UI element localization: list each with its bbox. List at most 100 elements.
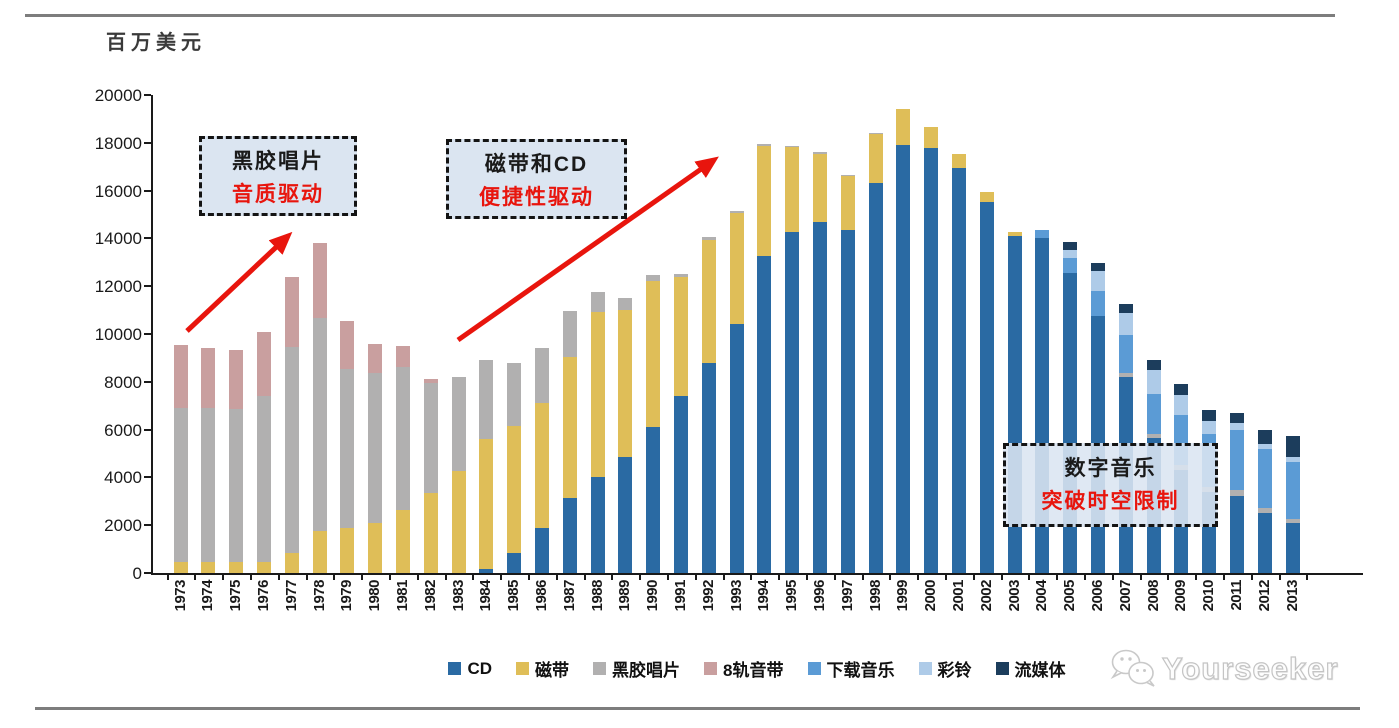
legend-item-8轨音带: 8轨音带: [704, 656, 784, 681]
x-tick-mark: [305, 575, 308, 580]
bar-segment-1983-磁带: [451, 471, 466, 573]
legend-item-下载音乐: 下载音乐: [807, 656, 895, 681]
bar-segment-1981-磁带: [395, 509, 410, 573]
bar-segment-2012-黑胶唱片: [1257, 507, 1272, 513]
x-axis-label-1989: 1989: [616, 580, 634, 612]
x-tick-mark: [389, 575, 391, 580]
bar-segment-1978-8轨音带: [312, 243, 327, 319]
bar-segment-1975-磁带: [229, 562, 244, 573]
bar-segment-1993-CD: [729, 324, 744, 573]
bar-segment-1993-磁带: [729, 213, 744, 325]
bar-segment-1996-CD: [812, 221, 827, 573]
legend-item-黑胶唱片: 黑胶唱片: [593, 656, 680, 681]
x-axis-label-1991: 1991: [671, 580, 689, 612]
bar-segment-1986-磁带: [534, 403, 549, 528]
bar-segment-1988-黑胶唱片: [590, 292, 605, 313]
x-tick-mark: [1056, 575, 1059, 580]
bar-segment-1974-磁带: [201, 562, 216, 573]
x-axis-label-1983: 1983: [449, 580, 467, 612]
annotation-vinyl: 黑胶唱片 音质驱动: [199, 136, 357, 216]
bar-segment-1986-黑胶唱片: [534, 348, 549, 404]
x-tick-mark: [222, 575, 225, 580]
x-axis-label-1999: 1999: [894, 580, 912, 612]
arrow-vinyl-era: [185, 231, 293, 333]
y-tick-label: 14000: [94, 229, 142, 249]
x-axis-label-1988: 1988: [588, 580, 606, 612]
y-tick-mark: [144, 380, 151, 383]
legend-swatch-流媒体: [995, 662, 1009, 675]
x-axis-label-2009: 2009: [1172, 580, 1190, 612]
x-tick-mark: [583, 575, 586, 580]
x-tick-mark: [917, 575, 920, 580]
x-axis-label-2001: 2001: [949, 580, 967, 612]
annotation-digital-subtitle: 突破时空限制: [1041, 490, 1180, 513]
annotation-digital: 数字音乐 突破时空限制: [1003, 443, 1218, 527]
x-axis-label-1975: 1975: [227, 580, 245, 612]
legend-swatch-彩铃: [918, 662, 932, 675]
bar-segment-1999-CD: [896, 145, 911, 573]
x-tick-mark: [1111, 575, 1114, 580]
bar-segment-1980-8轨音带: [368, 343, 383, 374]
x-axis-label-1973: 1973: [171, 580, 189, 612]
x-tick-mark: [444, 575, 447, 580]
bar-segment-2013-彩铃: [1285, 457, 1300, 463]
x-tick-mark: [694, 575, 697, 580]
bar-segment-2009-彩铃: [1174, 395, 1189, 416]
bar-segment-1974-黑胶唱片: [201, 408, 216, 563]
bar-segment-1992-CD: [701, 362, 716, 573]
bar-segment-1987-黑胶唱片: [562, 311, 577, 357]
watermark-text: Yourseeker: [1161, 650, 1339, 686]
x-tick-mark: [166, 575, 169, 580]
legend-swatch-下载音乐: [807, 662, 821, 675]
bar-segment-2003-磁带: [1007, 231, 1022, 236]
bar-segment-2009-流媒体: [1174, 383, 1189, 396]
y-tick-mark: [144, 476, 151, 479]
bar-segment-1978-黑胶唱片: [312, 318, 327, 532]
y-tick-label: 4000: [104, 468, 142, 488]
bar-segment-1991-黑胶唱片: [673, 274, 688, 277]
bar-segment-1984-磁带: [479, 439, 494, 570]
bar-segment-1981-8轨音带: [395, 345, 410, 368]
bar-segment-1977-磁带: [284, 552, 299, 573]
bar-segment-1990-黑胶唱片: [646, 275, 661, 282]
x-tick-mark: [277, 575, 280, 580]
x-tick-mark: [416, 575, 419, 580]
bar-segment-2002-磁带: [979, 192, 994, 203]
legend-item-彩铃: 彩铃: [918, 656, 972, 681]
bar-segment-1977-8轨音带: [284, 276, 299, 348]
x-axis-label-2007: 2007: [1116, 580, 1134, 612]
x-axis-label-1984: 1984: [477, 580, 495, 612]
bar-segment-2011-流媒体: [1229, 412, 1244, 423]
y-tick-mark: [144, 428, 151, 431]
annotation-cassette-cd: 磁带和CD 便捷性驱动: [446, 139, 627, 219]
bar-segment-1984-CD: [479, 569, 494, 573]
y-tick-mark: [144, 333, 151, 335]
bar-segment-1980-黑胶唱片: [368, 373, 383, 523]
y-tick-label: 18000: [94, 133, 142, 153]
x-tick-mark: [555, 575, 558, 580]
x-tick-mark: [889, 575, 892, 580]
bar-segment-1997-黑胶唱片: [840, 175, 855, 177]
bar-segment-1996-磁带: [812, 153, 827, 222]
y-tick-mark: [144, 572, 151, 574]
x-tick-mark: [1278, 575, 1281, 580]
y-tick-label: 0: [132, 564, 142, 583]
x-axis-line: [151, 573, 1363, 575]
bar-segment-1979-磁带: [340, 527, 355, 573]
x-axis-label-1977: 1977: [282, 580, 300, 612]
legend-label-黑胶唱片: 黑胶唱片: [612, 661, 681, 680]
x-tick-mark: [945, 575, 947, 580]
bar-segment-2005-流媒体: [1063, 241, 1078, 250]
bar-segment-2007-下载音乐: [1118, 334, 1133, 373]
x-axis-label-2005: 2005: [1061, 580, 1079, 612]
x-tick-mark: [639, 575, 642, 580]
bar-segment-1985-黑胶唱片: [507, 362, 522, 426]
legend-label-下载音乐: 下载音乐: [826, 661, 895, 680]
legend-swatch-8轨音带: [704, 662, 718, 675]
x-tick-mark: [972, 575, 975, 580]
bar-segment-2007-黑胶唱片: [1118, 372, 1133, 378]
x-tick-mark: [1250, 575, 1253, 580]
watermark: Yourseeker: [1108, 646, 1339, 692]
bar-segment-1981-黑胶唱片: [395, 367, 410, 510]
bar-segment-2000-磁带: [924, 127, 939, 148]
